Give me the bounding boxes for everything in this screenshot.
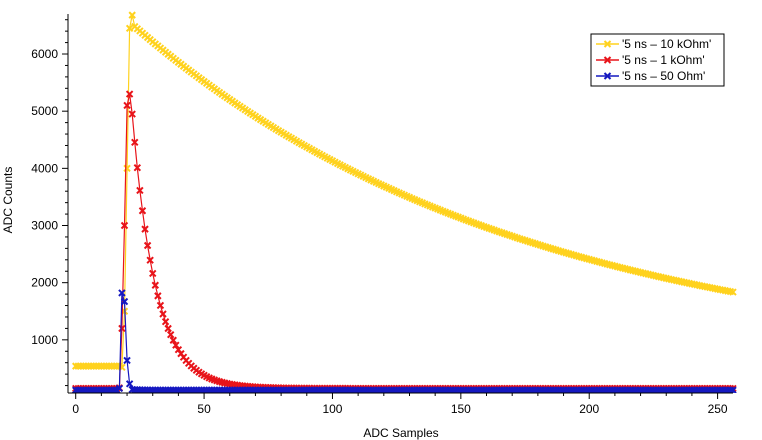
x-tick-label: 250	[708, 402, 728, 416]
series-1	[71, 90, 737, 393]
y-tick-label: 2000	[31, 276, 58, 290]
series-0	[71, 11, 737, 371]
data-point	[729, 288, 737, 296]
data-point	[146, 256, 154, 264]
data-point	[151, 281, 160, 289]
legend: '5 ns – 10 kOhm' '5 ns – 1 kOhm' '5 ns – 5…	[590, 33, 725, 87]
data-point	[125, 380, 134, 388]
data-point	[131, 138, 139, 146]
data-point	[113, 362, 121, 370]
x-axis-title: ADC Samples	[363, 426, 438, 440]
data-point	[164, 324, 172, 333]
data-point	[125, 24, 134, 32]
data-point	[172, 341, 180, 349]
data-point	[120, 297, 129, 306]
data-point	[169, 336, 177, 344]
x-tick-label: 150	[451, 402, 471, 416]
data-point	[156, 301, 165, 310]
y-tick-label: 4000	[31, 161, 58, 175]
y-tick-label: 1000	[31, 333, 58, 347]
data-point	[136, 186, 144, 195]
legend-marker	[603, 56, 612, 64]
y-tick-label: 6000	[31, 47, 58, 61]
legend-marker	[603, 40, 612, 48]
data-point	[115, 384, 124, 393]
legend-label: '5 ns – 10 kOhm'	[622, 37, 711, 51]
y-axis-title: ADC Counts	[1, 167, 15, 234]
x-tick-label: 50	[197, 402, 211, 416]
x-tick-label: 200	[579, 402, 599, 416]
data-point	[110, 386, 118, 393]
data-point	[166, 330, 175, 339]
data-point	[123, 101, 131, 110]
data-point	[128, 11, 136, 19]
y-tick-label: 5000	[31, 104, 58, 118]
legend-label: '5 ns – 50 Ohm'	[622, 69, 705, 83]
data-point	[138, 207, 147, 215]
data-point	[729, 386, 737, 393]
data-point	[118, 324, 126, 333]
data-point	[118, 289, 126, 297]
data-point	[159, 310, 167, 318]
data-point	[149, 269, 157, 278]
series-2	[71, 289, 737, 393]
x-tick-label: 100	[322, 402, 342, 416]
plot-area	[71, 11, 737, 393]
data-point	[143, 241, 152, 250]
data-point	[120, 221, 129, 230]
data-point	[125, 90, 134, 98]
legend-marker	[603, 72, 612, 80]
data-point	[141, 225, 149, 233]
data-point	[154, 292, 162, 300]
axes: 0 50 100 150 200 250 1000 2000 3000 4000 5000 6000	[31, 14, 733, 416]
legend-label: '5 ns – 1 kOhm'	[622, 53, 705, 67]
data-point	[726, 386, 735, 393]
x-tick-label: 0	[72, 402, 79, 416]
data-point	[133, 163, 142, 172]
data-point	[161, 317, 170, 326]
data-point	[123, 356, 131, 365]
y-tick-label: 3000	[31, 219, 58, 233]
data-point	[128, 110, 136, 118]
data-point	[123, 164, 131, 173]
